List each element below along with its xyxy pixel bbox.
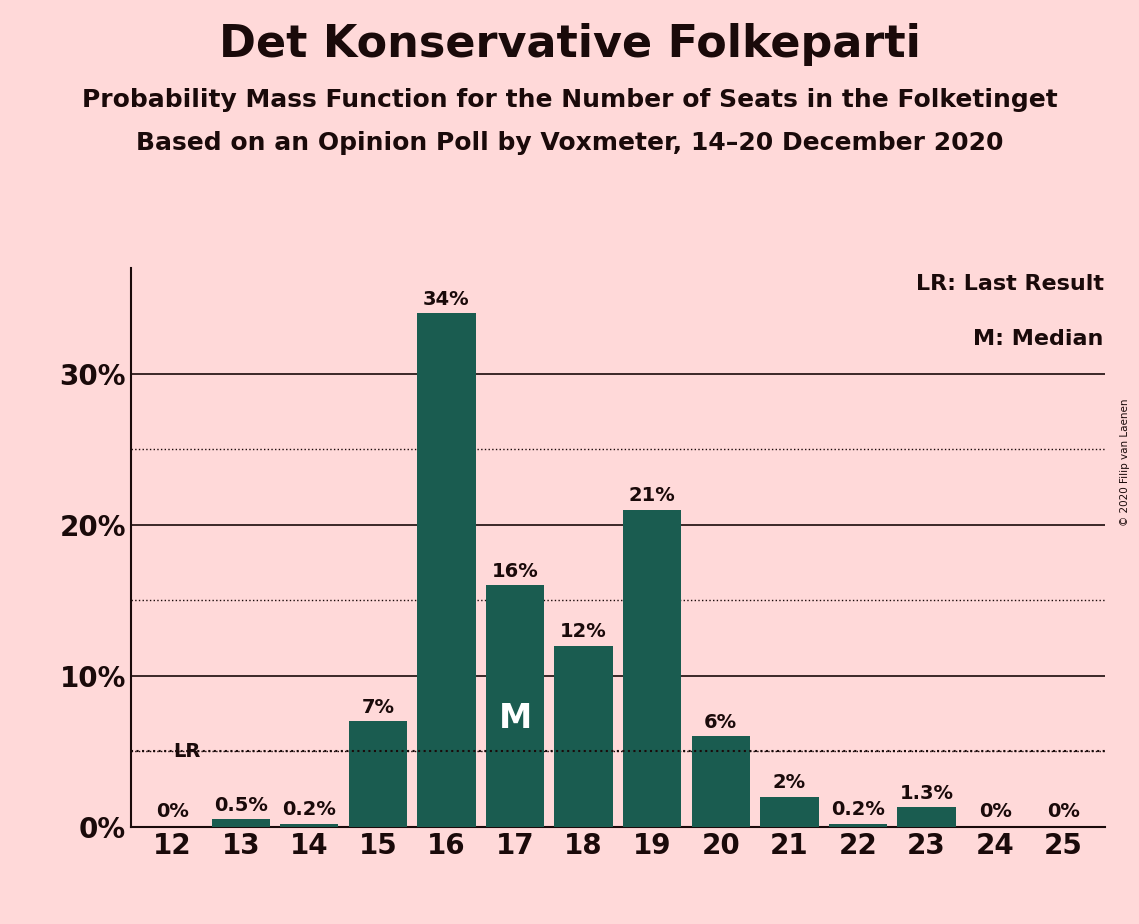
- Text: 12%: 12%: [560, 622, 607, 641]
- Text: 0%: 0%: [1047, 802, 1080, 821]
- Text: LR: LR: [173, 742, 200, 761]
- Text: 1.3%: 1.3%: [900, 784, 953, 803]
- Bar: [349, 722, 407, 827]
- Text: M: M: [499, 701, 532, 735]
- Text: 0%: 0%: [978, 802, 1011, 821]
- Text: 2%: 2%: [772, 773, 806, 792]
- Text: Probability Mass Function for the Number of Seats in the Folketinget: Probability Mass Function for the Number…: [82, 88, 1057, 112]
- Text: LR: Last Result: LR: Last Result: [916, 274, 1104, 294]
- Bar: [212, 820, 270, 827]
- Bar: [691, 736, 749, 827]
- Text: 6%: 6%: [704, 712, 737, 732]
- Bar: [760, 796, 819, 827]
- Bar: [623, 510, 681, 827]
- Text: 0%: 0%: [156, 802, 189, 821]
- Text: 21%: 21%: [629, 486, 675, 505]
- Bar: [898, 808, 956, 827]
- Bar: [555, 646, 613, 827]
- Text: 7%: 7%: [361, 698, 394, 717]
- Text: 0.5%: 0.5%: [214, 796, 268, 815]
- Text: © 2020 Filip van Laenen: © 2020 Filip van Laenen: [1120, 398, 1130, 526]
- Text: 0.2%: 0.2%: [282, 800, 336, 820]
- Text: Based on an Opinion Poll by Voxmeter, 14–20 December 2020: Based on an Opinion Poll by Voxmeter, 14…: [136, 131, 1003, 155]
- Bar: [486, 585, 544, 827]
- Text: 16%: 16%: [492, 562, 539, 580]
- Bar: [417, 313, 476, 827]
- Bar: [280, 824, 338, 827]
- Text: M: Median: M: Median: [974, 330, 1104, 349]
- Text: Det Konservative Folkeparti: Det Konservative Folkeparti: [219, 23, 920, 67]
- Bar: [829, 824, 887, 827]
- Text: 0.2%: 0.2%: [831, 800, 885, 820]
- Text: 34%: 34%: [424, 290, 469, 309]
